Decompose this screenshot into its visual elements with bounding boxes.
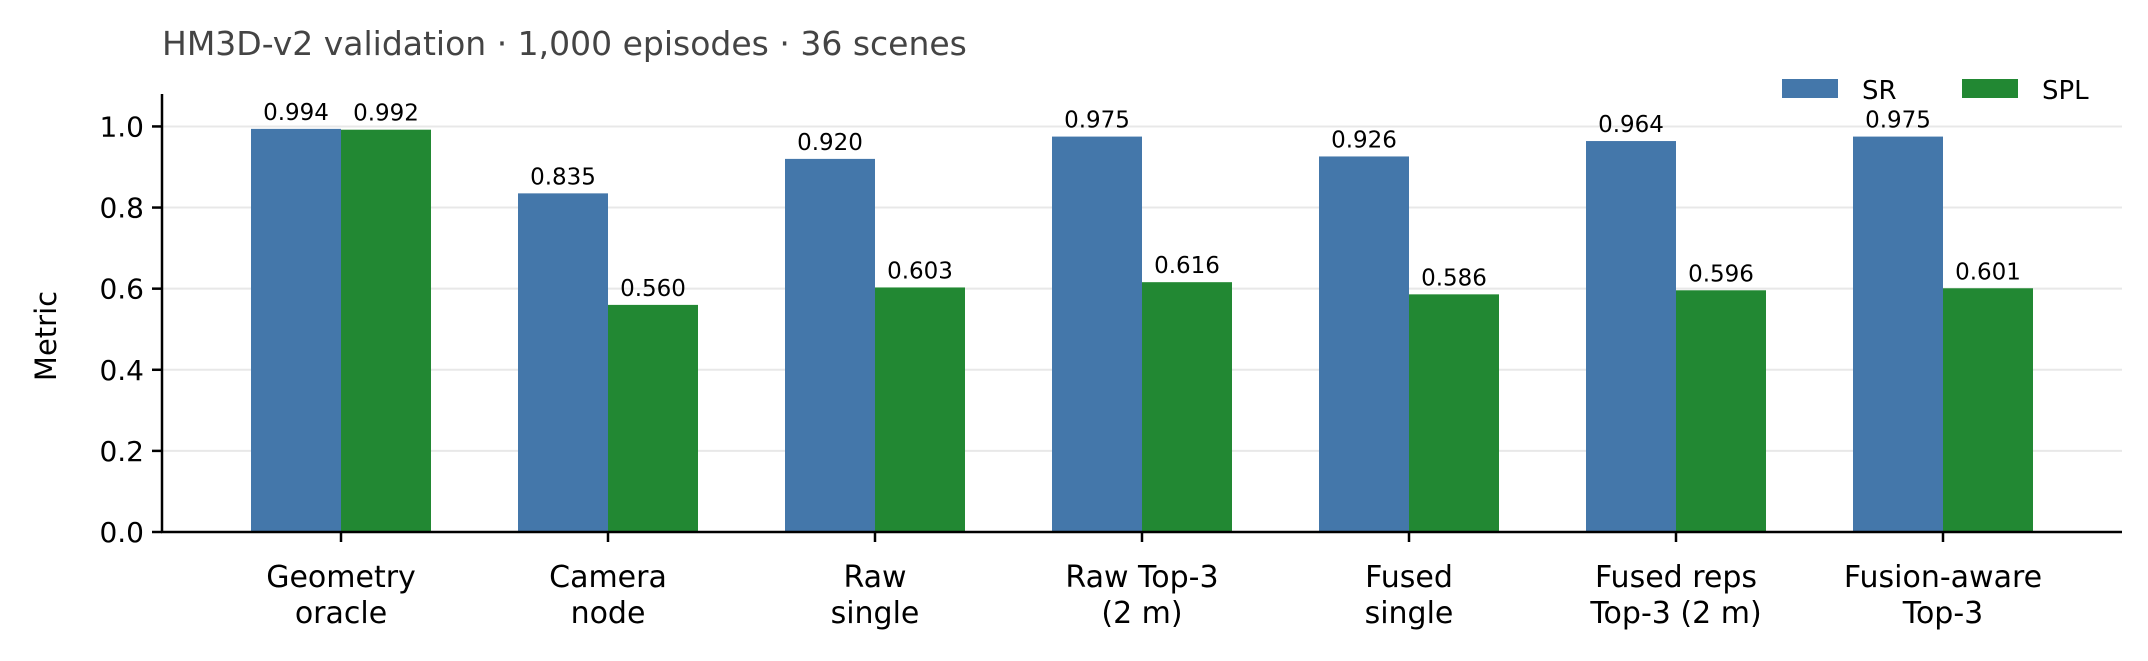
bar-spl-3 — [1142, 282, 1232, 532]
value-label-spl-5: 0.596 — [1688, 261, 1754, 287]
value-label-sr-5: 0.964 — [1598, 112, 1664, 138]
value-label-spl-6: 0.601 — [1955, 259, 2021, 285]
x-ticks: Geometry oracle Camera node Raw single Raw Top… — [266, 532, 2042, 631]
bar-spl-2 — [875, 287, 965, 532]
bar-spl-6 — [1943, 288, 2033, 532]
value-label-sr-0: 0.994 — [263, 100, 329, 126]
y-tick-label: 0.2 — [99, 435, 144, 468]
value-label-sr-2: 0.920 — [797, 130, 863, 156]
y-tick-label: 1.0 — [99, 110, 144, 143]
bar-sr-1 — [518, 193, 608, 532]
y-tick-label: 0.0 — [99, 516, 144, 549]
chart-title: HM3D-v2 validation · 1,000 episodes · 36… — [162, 24, 967, 63]
value-label-sr-4: 0.926 — [1331, 127, 1397, 153]
bar-sr-6 — [1853, 136, 1943, 533]
value-label-sr-6: 0.975 — [1865, 108, 1931, 134]
legend: SR SPL — [1782, 76, 2089, 106]
bar-spl-4 — [1409, 294, 1499, 532]
bar-spl-1 — [608, 304, 698, 532]
value-labels: 0.994 0.835 0.920 0.975 0.926 0.964 0.975 0.992… — [263, 100, 2021, 302]
y-tick-label: 0.4 — [99, 354, 144, 387]
value-label-spl-1: 0.560 — [620, 276, 686, 302]
x-tick-label: Fused reps Top-3 (2 m) — [1589, 560, 1761, 631]
x-tick-label: Raw Top-3 (2 m) — [1065, 560, 1218, 631]
value-label-sr-3: 0.975 — [1064, 108, 1130, 134]
value-label-spl-0: 0.992 — [353, 101, 419, 127]
bar-sr-3 — [1052, 136, 1142, 533]
legend-label-sr: SR — [1862, 76, 1897, 106]
value-label-spl-4: 0.586 — [1421, 265, 1487, 291]
x-tick-label: Camera node — [549, 560, 667, 631]
x-tick-label: Raw single — [831, 560, 920, 631]
bar-sr-2 — [785, 158, 875, 532]
legend-swatch-sr — [1782, 79, 1838, 98]
legend-swatch-spl — [1962, 79, 2018, 98]
x-tick-label: Fused single — [1365, 560, 1454, 631]
bars — [251, 128, 2033, 533]
y-tick-label: 0.6 — [99, 273, 144, 306]
y-tick-label: 0.8 — [99, 192, 144, 225]
x-tick-label: Geometry oracle — [266, 560, 416, 631]
value-label-spl-3: 0.616 — [1154, 253, 1220, 279]
bar-sr-4 — [1319, 156, 1409, 532]
y-axis-label: Metric — [29, 291, 63, 381]
value-label-sr-1: 0.835 — [530, 164, 596, 190]
legend-label-spl: SPL — [2042, 76, 2089, 106]
value-label-spl-2: 0.603 — [887, 258, 953, 284]
y-ticks: 0.0 0.2 0.4 0.6 0.8 1.0 — [99, 110, 162, 549]
x-tick-label: Fusion-aware Top-3 — [1844, 560, 2042, 631]
bar-sr-5 — [1586, 141, 1676, 533]
bar-spl-0 — [341, 129, 431, 532]
bar-sr-0 — [251, 128, 341, 532]
bar-spl-5 — [1676, 290, 1766, 532]
